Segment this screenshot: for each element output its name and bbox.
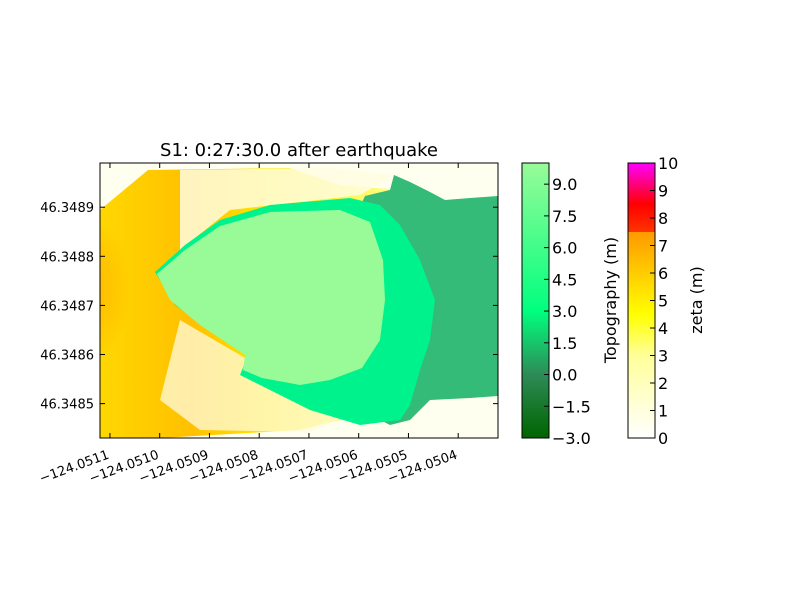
zeta-colorbar-tick-label: 10 xyxy=(658,154,678,173)
topography-high-region xyxy=(157,210,385,385)
zeta-light-band xyxy=(180,168,395,250)
topography-colorbar-tick-label: 4.5 xyxy=(552,270,577,289)
topography-colorbar-ticks: −3.0 −1.5 0.0 1.5 3.0 4.5 6.0 7.5 9.0 xyxy=(544,175,591,448)
chart-title: S1: 0:27:30.0 after earthquake xyxy=(160,140,438,161)
topography-colorbar-tick-label: 9.0 xyxy=(552,175,577,194)
zeta-colorbar-tick-label: 6 xyxy=(658,264,668,283)
zeta-colorbar-tick-label: 8 xyxy=(658,209,668,228)
y-tick-label: 46.3488 xyxy=(40,250,94,265)
topography-colorbar-gradient xyxy=(522,163,549,438)
topography-colorbar-tick-label: −1.5 xyxy=(552,397,591,416)
topography-colorbar-tick-label: −3.0 xyxy=(552,429,591,448)
zeta-colorbar-tick-label: 3 xyxy=(658,347,668,366)
zeta-colorbar-tick-label: 4 xyxy=(658,319,668,338)
plot-frame xyxy=(99,162,499,439)
y-axis-ticks: 46.3485 46.3486 46.3487 46.3488 46.3489 xyxy=(40,201,498,413)
zeta-colorbar-tick-label: 0 xyxy=(658,429,668,448)
y-tick-label: 46.3486 xyxy=(40,349,94,364)
topography-colorbar-tick-label: 6.0 xyxy=(552,239,577,258)
zeta-colorbar-tick-label: 9 xyxy=(658,182,668,201)
topography-colorbar-tick-label: 3.0 xyxy=(552,302,577,321)
y-tick-label: 46.3487 xyxy=(40,299,94,314)
plot-area xyxy=(100,163,498,438)
y-tick-label: 46.3489 xyxy=(40,201,94,216)
zeta-colorbar-tick-label: 5 xyxy=(658,292,668,311)
zeta-colorbar-tick-label: 7 xyxy=(658,237,668,256)
topography-colorbar-tick-label: 0.0 xyxy=(552,366,577,385)
zeta-colorbar: 0 1 2 3 4 5 6 7 8 9 10 zeta (m) xyxy=(627,154,706,448)
zeta-colorbar-ticks: 0 1 2 3 4 5 6 7 8 9 10 xyxy=(650,154,678,448)
topography-colorbar-tick-label: 1.5 xyxy=(552,334,577,353)
zeta-colorbar-label: zeta (m) xyxy=(687,266,706,333)
zeta-colorbar-tick-label: 1 xyxy=(658,402,668,421)
zeta-colorbar-tick-label: 2 xyxy=(658,374,668,393)
topography-colorbar: −3.0 −1.5 0.0 1.5 3.0 4.5 6.0 7.5 9.0 Topography… xyxy=(521,162,620,448)
y-tick-label: 46.3485 xyxy=(40,398,94,413)
topography-colorbar-tick-label: 7.5 xyxy=(552,207,577,226)
topography-colorbar-label: Topography (m) xyxy=(601,237,620,364)
topography-colorbar-frame xyxy=(521,162,550,439)
